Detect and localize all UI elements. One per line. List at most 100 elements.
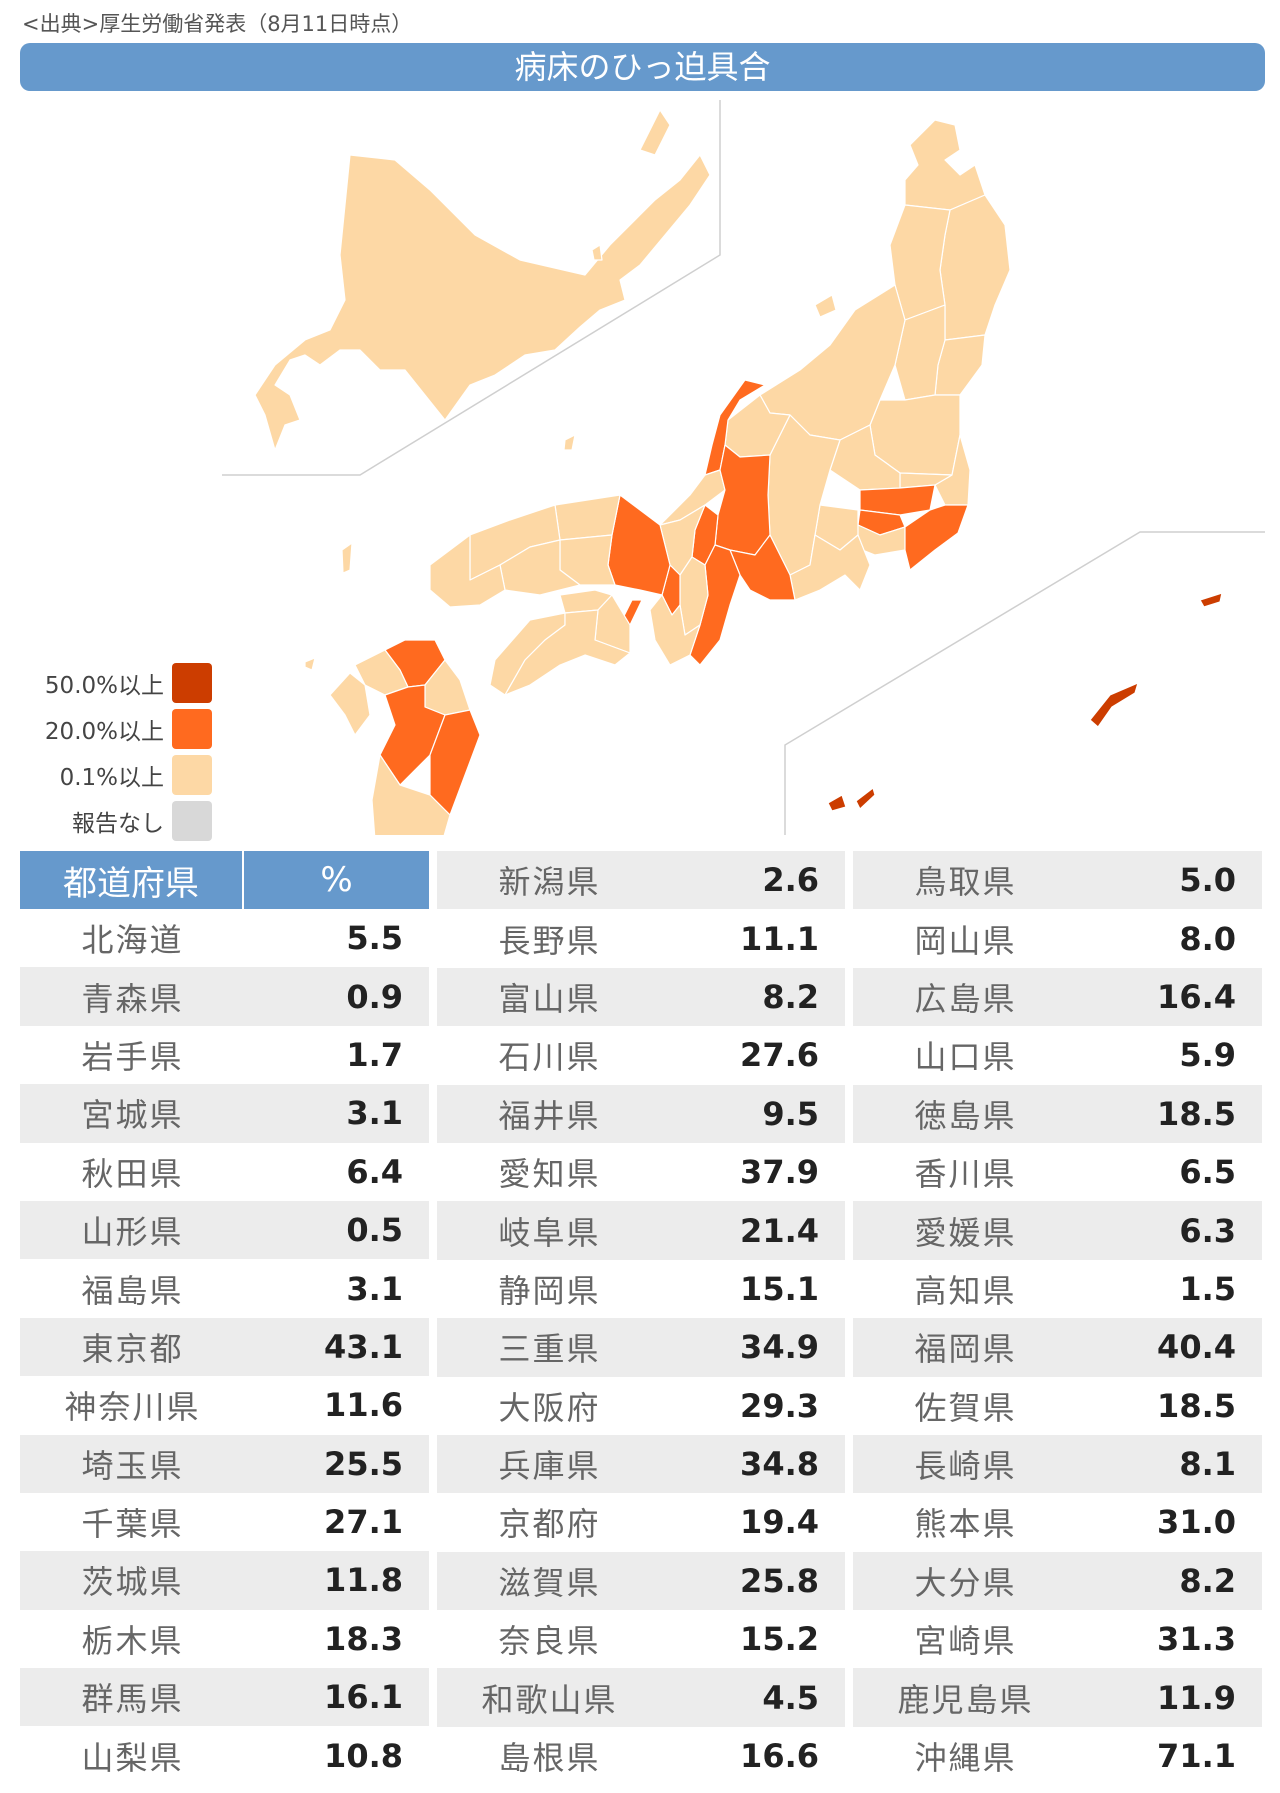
bed-usage-value: 5.5: [346, 919, 403, 958]
region-yamaguchi: [429, 534, 506, 608]
prefecture-name: 徳島県: [914, 1096, 1017, 1135]
table-column-1: 都道府県 % 北海道 5.5 青森県 0.9 岩手県 1.7 宮城県 3.1 秋田県 6.4 山形県…: [20, 851, 429, 1785]
legend-item: 0.1%以上: [20, 752, 212, 798]
legend-item: 報告なし: [20, 798, 212, 844]
table-row: 佐賀県 18.5: [853, 1377, 1262, 1435]
legend-label: 20.0%以上: [44, 719, 164, 745]
region-miyazaki: [429, 709, 481, 816]
prefecture-name: 宮城県: [81, 1096, 184, 1135]
bed-usage-value: 11.6: [324, 1386, 403, 1425]
table-row: 島根県 16.6: [437, 1727, 845, 1785]
prefecture-name: 静岡県: [498, 1271, 601, 1310]
legend-item: 20.0%以上: [20, 706, 212, 752]
bed-usage-value: 5.9: [1179, 1036, 1236, 1075]
table-row: 千葉県 27.1: [20, 1493, 429, 1551]
prefecture-name: 群馬県: [81, 1680, 184, 1719]
table-row: 鳥取県 5.0: [853, 851, 1262, 910]
map-title: 病床のひっ迫具合: [20, 43, 1265, 91]
table-row: 東京都 43.1: [20, 1317, 429, 1377]
table-row: 大阪府 29.3: [437, 1377, 845, 1435]
table-row: 京都府 19.4: [437, 1493, 845, 1551]
bed-usage-value: 37.9: [740, 1153, 819, 1192]
prefecture-name: 埼玉県: [81, 1446, 184, 1485]
table-row: 埼玉県 25.5: [20, 1434, 429, 1493]
bed-usage-value: 6.4: [346, 1152, 403, 1191]
table-row: 新潟県 2.6: [437, 851, 845, 910]
table-row: 富山県 8.2: [437, 967, 845, 1027]
prefecture-name: 茨城県: [81, 1563, 184, 1602]
bed-usage-value: 1.5: [1179, 1269, 1236, 1308]
prefecture-name: 神奈川県: [64, 1388, 201, 1427]
region-saitama: [859, 484, 936, 516]
prefecture-name: 京都府: [498, 1505, 601, 1544]
bed-usage-value: 34.9: [740, 1328, 819, 1367]
prefecture-name: 秋田県: [81, 1154, 184, 1193]
prefecture-name: 岐阜県: [498, 1213, 601, 1252]
table-row: 奈良県 15.2: [437, 1610, 845, 1668]
table-row: 群馬県 16.1: [20, 1668, 429, 1727]
region-kagoshima: [371, 754, 451, 835]
region-wakayama: [649, 594, 701, 666]
region-aichi: [729, 534, 796, 601]
prefecture-name: 大分県: [914, 1563, 1017, 1602]
table-row: 静岡県 15.1: [437, 1260, 845, 1318]
bed-usage-value: 11.8: [324, 1561, 403, 1600]
prefecture-name: 長野県: [498, 921, 601, 960]
table-row: 三重県 34.9: [437, 1318, 845, 1377]
prefecture-name: 鹿児島県: [897, 1680, 1034, 1719]
table-row: 宮城県 3.1: [20, 1084, 429, 1143]
table-row: 山口県 5.9: [853, 1026, 1262, 1084]
table-row: 福島県 3.1: [20, 1259, 429, 1317]
bed-usage-value: 29.3: [740, 1386, 819, 1425]
table-row: 神奈川県 11.6: [20, 1376, 429, 1434]
prefecture-name: 東京都: [81, 1329, 184, 1368]
region-iwate: [939, 194, 1011, 341]
prefecture-name: 香川県: [914, 1155, 1017, 1194]
bed-usage-value: 21.4: [740, 1211, 819, 1250]
legend-swatch: [172, 801, 212, 841]
prefecture-name: 福井県: [498, 1096, 601, 1135]
region-oki: [563, 434, 576, 451]
prefecture-name: 石川県: [498, 1038, 601, 1077]
table-row: 沖縄県 71.1: [853, 1727, 1262, 1785]
prefecture-name: 山梨県: [81, 1738, 184, 1777]
source-note: <出典>厚生労働省発表（8月11日時点）: [22, 12, 413, 36]
bed-usage-value: 3.1: [346, 1269, 403, 1308]
bed-usage-value: 34.8: [740, 1445, 819, 1484]
table-row: 茨城県 11.8: [20, 1551, 429, 1610]
region-tottori: [554, 494, 621, 541]
prefecture-name: 愛媛県: [914, 1213, 1017, 1252]
bed-usage-value: 0.5: [346, 1211, 403, 1250]
prefecture-name: 島根県: [498, 1739, 601, 1778]
bed-usage-value: 10.8: [324, 1736, 403, 1775]
table-row: 香川県 6.5: [853, 1143, 1262, 1201]
legend-swatch: [172, 663, 212, 703]
bed-usage-value: 27.1: [324, 1503, 403, 1542]
region-goto: [304, 657, 316, 671]
bed-usage-value: 11.1: [740, 919, 819, 958]
table-row: 石川県 27.6: [437, 1026, 845, 1084]
table-row: 岩手県 1.7: [20, 1026, 429, 1084]
region-gunma: [829, 424, 901, 491]
table-row: 北海道 5.5: [20, 909, 429, 967]
prefecture-name: 佐賀県: [914, 1388, 1017, 1427]
legend-label: 0.1%以上: [59, 765, 164, 791]
inset-line-hokkaido: [222, 100, 721, 476]
bed-usage-value: 9.5: [762, 1094, 819, 1133]
prefecture-name: 広島県: [914, 979, 1017, 1018]
region-yamagata: [894, 304, 946, 401]
bed-usage-value: 25.5: [324, 1444, 403, 1483]
table-row: 山梨県 10.8: [20, 1726, 429, 1784]
table-row: 栃木県 18.3: [20, 1610, 429, 1668]
legend-label: 50.0%以上: [44, 673, 164, 699]
prefecture-name: 青森県: [81, 979, 184, 1018]
bed-usage-value: 8.1: [1179, 1445, 1236, 1484]
legend-swatch: [172, 755, 212, 795]
prefecture-name: 岩手県: [81, 1037, 184, 1076]
bed-usage-value: 1.7: [346, 1035, 403, 1074]
header-prefecture: 都道府県: [20, 851, 244, 909]
prefecture-name: 大阪府: [498, 1388, 601, 1427]
prefecture-name: 宮崎県: [914, 1622, 1017, 1661]
prefecture-name: 福島県: [81, 1271, 184, 1310]
bed-usage-value: 71.1: [1157, 1737, 1236, 1776]
